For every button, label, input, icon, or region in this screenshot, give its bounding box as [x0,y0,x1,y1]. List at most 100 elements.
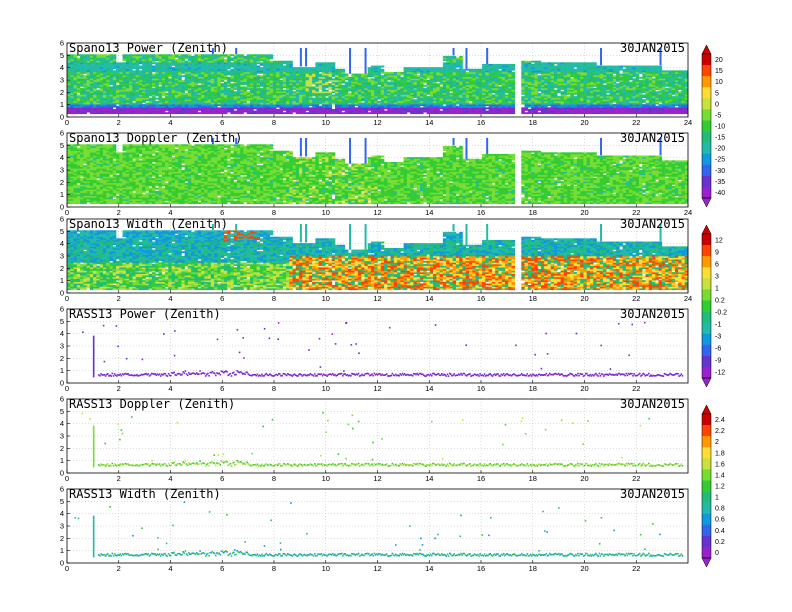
heatmap-cell [357,75,362,78]
heatmap-cell [102,54,107,57]
heatmap-cell [236,88,241,90]
heatmap-cell [472,86,476,89]
heatmap-cell [178,99,182,102]
heatmap-cell [367,100,372,103]
heatmap-cell [80,84,84,87]
heatmap-cell [299,108,303,111]
heatmap-cell [348,84,352,87]
heatmap-cell [161,57,166,60]
heatmap-cell [537,112,542,115]
heatmap-cell [446,102,450,105]
heatmap-cell [181,110,185,113]
heatmap-cell [446,96,450,98]
heatmap-cell [550,80,555,82]
heatmap-cell [387,100,391,103]
heatmap-cell [380,81,385,84]
heatmap-cell [201,76,205,79]
heatmap-cell [318,65,323,68]
heatmap-cell [148,83,153,86]
heatmap-cell [557,75,561,78]
heatmap-cell [181,108,185,111]
heatmap-cell [419,86,424,89]
heatmap-cell [341,71,346,74]
heatmap-cell [223,75,228,78]
heatmap-cell [191,62,195,65]
heatmap-cell [256,83,261,86]
heatmap-cell [442,67,447,70]
heatmap-cell [406,83,411,86]
heatmap-cell [272,97,277,100]
heatmap-cell [253,94,257,97]
heatmap-cell [485,81,489,84]
heatmap-cell [207,80,212,82]
heatmap-cell [459,57,463,60]
heatmap-cell [292,107,297,110]
heatmap-cell [276,110,280,113]
heatmap-cell [122,65,127,68]
heatmap-cell [279,104,284,107]
heatmap-cell [207,55,212,58]
heatmap-cell [534,99,538,102]
heatmap-cell [390,100,395,103]
heatmap-cell [570,100,574,103]
heatmap-cell [214,80,218,82]
heatmap-cell [354,84,359,87]
heatmap-cell [325,83,329,86]
heatmap-cell [99,55,104,58]
heatmap-cell [553,110,558,113]
heatmap-cell [384,102,388,105]
heatmap-cell [547,63,552,66]
heatmap-cell [184,105,189,108]
heatmap-cell [99,91,104,94]
heatmap-cell [233,70,238,73]
heatmap-cell [210,60,215,63]
heatmap-cell [76,57,81,60]
heatmap-cell [419,76,424,79]
heatmap-cell [158,62,163,65]
heatmap-cell [429,112,434,115]
heatmap-cell [374,104,378,107]
heatmap-cell [390,81,395,84]
heatmap-cell [269,107,274,110]
heatmap-cell [537,78,542,81]
heatmap-cell [165,88,169,90]
heatmap-cell [171,105,176,108]
heatmap-cell [573,107,578,110]
heatmap-cell [125,108,130,111]
heatmap-cell [89,83,94,86]
heatmap-cell [511,94,516,97]
heatmap-cell [122,70,127,73]
heatmap-cell [230,70,234,73]
heatmap-cell [80,59,84,61]
heatmap-cell [201,110,205,113]
heatmap-cell [563,62,568,65]
heatmap-cell [560,78,565,81]
heatmap-cell [406,67,411,70]
heatmap-cell [436,110,440,113]
heatmap-cell [534,65,538,68]
heatmap-cell [367,102,372,105]
heatmap-cell [220,80,225,82]
heatmap-cell [338,97,342,100]
heatmap-cell [181,83,185,86]
heatmap-cell [158,110,163,113]
heatmap-cell [547,67,552,70]
heatmap-cell [230,92,234,95]
heatmap-cell [416,97,421,100]
heatmap-cell [331,78,336,81]
heatmap-cell [573,108,578,111]
heatmap-cell [478,92,483,95]
heatmap-cell [96,83,100,86]
heatmap-cell [246,80,251,82]
heatmap-cell [387,71,391,74]
heatmap-cell [370,65,375,68]
heatmap-cell [560,97,565,100]
heatmap-cell [178,75,182,78]
heatmap-cell [580,63,584,66]
heatmap-cell [125,107,130,110]
heatmap-cell [557,62,561,65]
heatmap-cell [116,81,120,84]
heatmap-cell [338,70,342,73]
heatmap-cell [504,71,509,74]
heatmap-cell [321,94,326,97]
